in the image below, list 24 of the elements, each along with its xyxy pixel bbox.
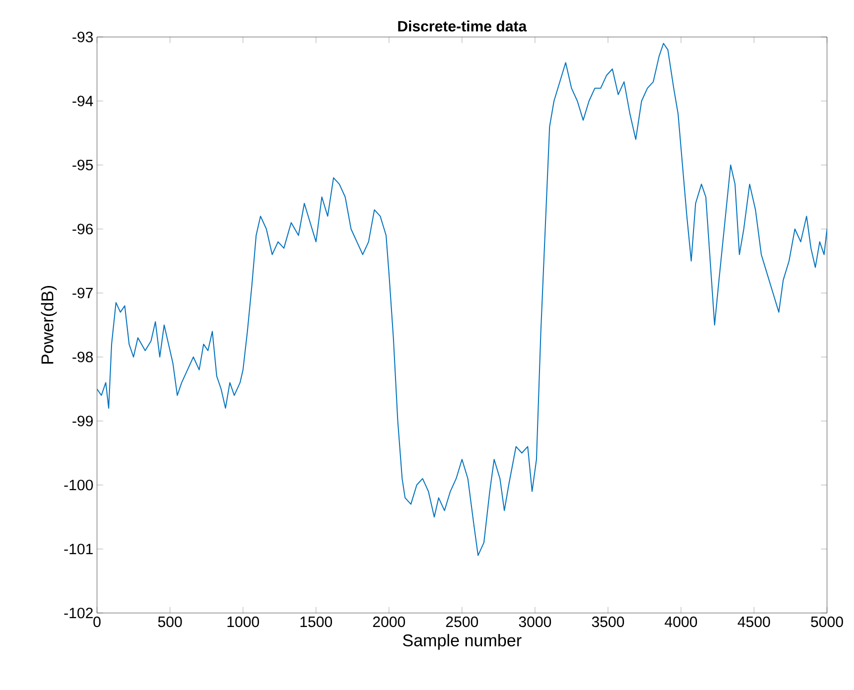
y-tick-label: -99 (72, 416, 93, 426)
y-tick-label: -102 (64, 608, 93, 618)
y-tick-label: -93 (72, 32, 93, 42)
y-tick-label: -101 (64, 544, 93, 554)
y-axis-title: Power(dB) (40, 286, 57, 364)
x-axis-title: Sample number (402, 634, 522, 650)
x-tick-label: 3500 (592, 616, 624, 628)
x-tick-label: 3000 (518, 616, 552, 628)
x-tick-label: 1500 (300, 616, 332, 628)
y-tick-label: -96 (72, 224, 93, 234)
x-tick-label: 4500 (738, 616, 770, 628)
y-tick-label: -100 (64, 480, 93, 490)
x-tick-label: 500 (158, 616, 182, 628)
x-tick-label: 5000 (810, 616, 844, 628)
y-tick-label: -94 (72, 96, 94, 106)
y-tick-label: -97 (72, 288, 93, 298)
x-tick-label: 0 (93, 616, 101, 628)
x-tick-label: 1000 (228, 616, 260, 628)
x-tick-label: 2500 (446, 616, 478, 628)
y-tick-label: -98 (72, 352, 93, 362)
chart-title: Discrete-time data (398, 20, 527, 32)
x-tick-label: 4000 (664, 616, 698, 628)
y-tick-label: -95 (72, 160, 93, 170)
x-tick-label: 2000 (373, 616, 406, 628)
